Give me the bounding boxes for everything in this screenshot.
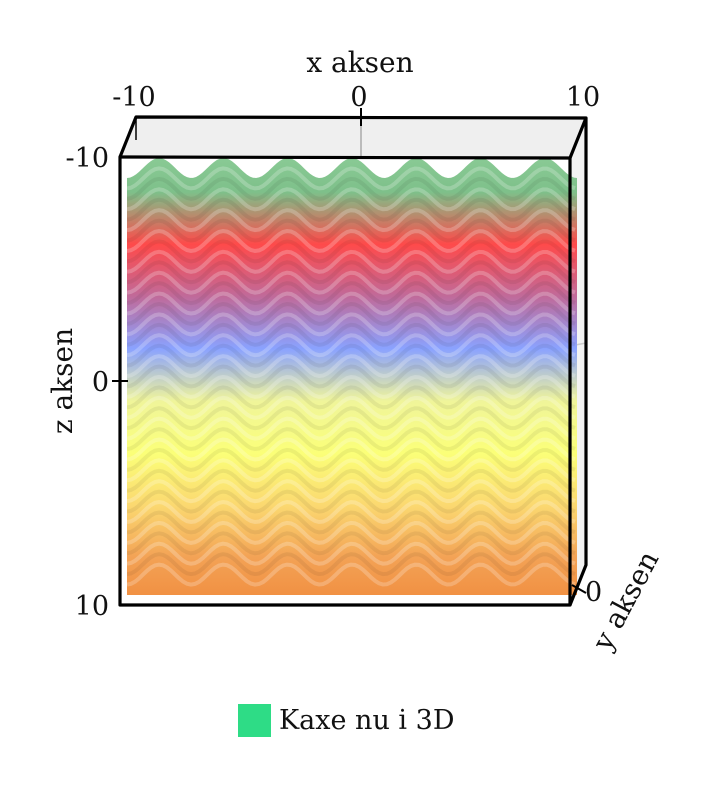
ripple-line: [127, 343, 576, 368]
ripple-line: [127, 333, 576, 358]
box-top-face: [120, 117, 586, 158]
x-tick-label-min: -10: [112, 82, 155, 113]
ripple-line: [127, 197, 576, 222]
ripple-line: [127, 166, 576, 191]
ripple-line: [127, 312, 576, 337]
ripple-line: [127, 395, 576, 420]
z-axis-label: z aksen: [46, 328, 79, 434]
z-tick-label-top: -10: [66, 143, 109, 174]
y-tick-label: 0: [585, 577, 602, 608]
z-tick-label-mid: 0: [92, 367, 109, 398]
ripple-line: [127, 187, 576, 212]
legend: Kaxe nu i 3D: [238, 704, 454, 737]
ripple-line: [127, 468, 576, 493]
ripple-line: [127, 281, 576, 306]
x-tick-label-max: 10: [566, 82, 600, 113]
ripple-line: [127, 427, 576, 452]
ripple-line: [127, 176, 576, 201]
ripple-line: [127, 301, 576, 326]
ripple-line: [127, 322, 576, 347]
surface-fill: [127, 158, 577, 595]
ripple-line: [127, 458, 576, 483]
ripple-line: [127, 541, 576, 566]
x-axis-label: x aksen: [306, 46, 413, 79]
ripple-line: [127, 552, 576, 577]
ripple-line: [127, 437, 576, 462]
ripple-line: [127, 489, 576, 514]
z-tick-label-bottom: 10: [75, 591, 109, 622]
ripple-line: [127, 239, 576, 264]
ripple-line: [127, 270, 576, 295]
ripple-line: [127, 260, 576, 285]
ripple-line: [127, 249, 576, 274]
ripple-line: [127, 364, 576, 389]
ripple-line: [127, 447, 576, 472]
ripple-line: [127, 562, 576, 587]
ripple-line: [127, 385, 576, 410]
ripple-line: [127, 416, 576, 441]
legend-swatch: [238, 704, 271, 737]
ripple-line: [127, 520, 576, 545]
ripple-line: [127, 228, 576, 254]
surface-series: [127, 158, 577, 595]
legend-label: Kaxe nu i 3D: [279, 705, 455, 736]
ripple-line: [127, 291, 576, 316]
ripple-line: [127, 510, 576, 535]
ripple-line: [127, 479, 576, 504]
surface-ripples: [127, 166, 576, 587]
ripple-line: [127, 208, 576, 233]
x-tick-label-mid: 0: [350, 82, 367, 113]
tick-marks: [112, 108, 587, 594]
ripple-line: [127, 499, 576, 525]
ripple-line: [127, 406, 576, 431]
ripple-line: [127, 218, 576, 243]
ripple-line: [127, 374, 576, 399]
ripple-line: [127, 531, 576, 556]
ripple-line: [127, 354, 576, 379]
